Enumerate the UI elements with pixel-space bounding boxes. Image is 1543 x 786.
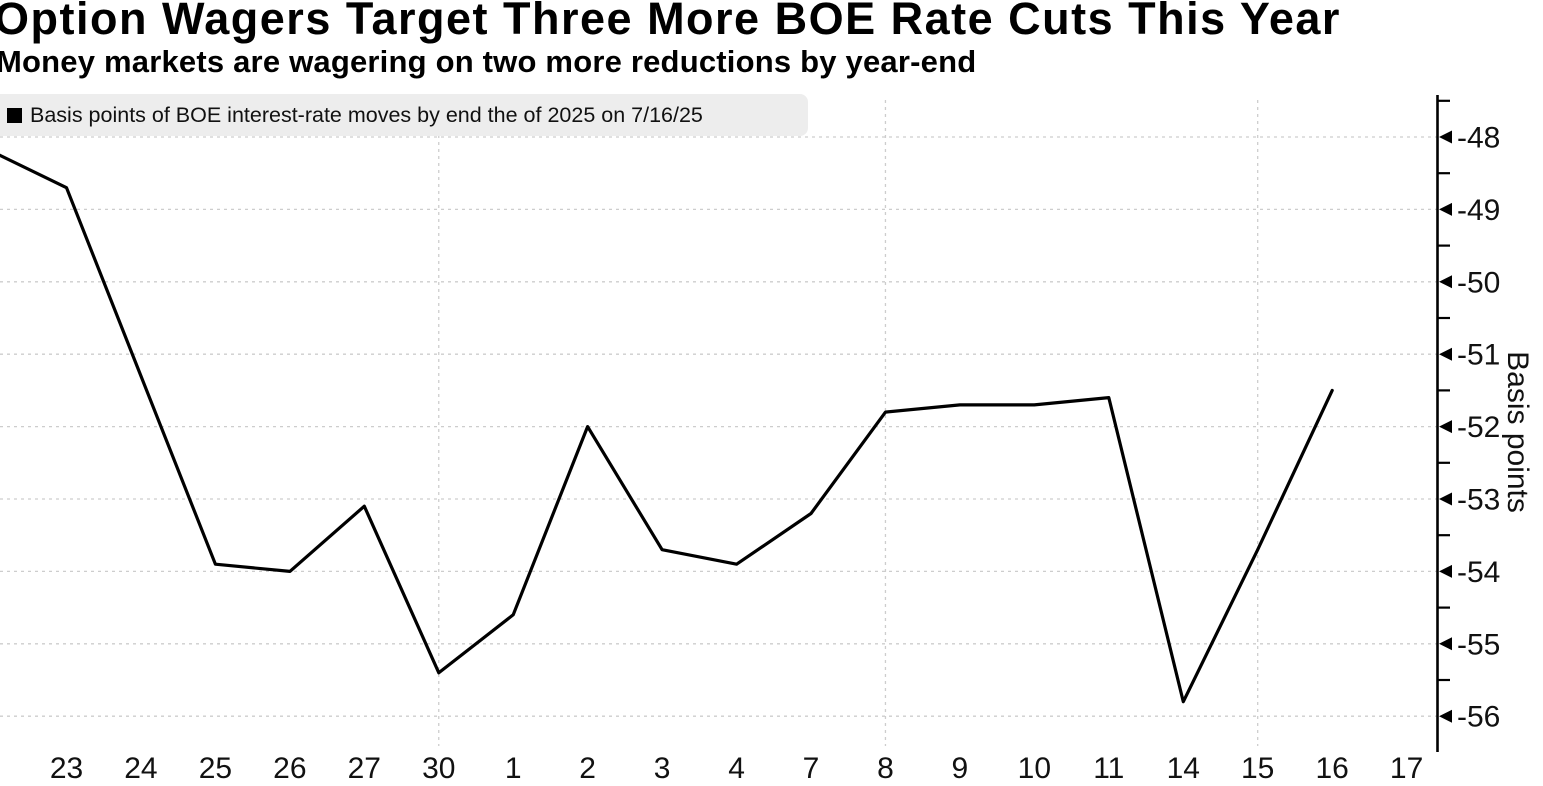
y-major-tick-arrow-icon: [1439, 130, 1452, 144]
y-tick-label: -48: [1457, 122, 1500, 155]
x-tick-label: 7: [803, 752, 820, 785]
y-major-tick-arrow-icon: [1439, 492, 1452, 506]
x-tick-label: 10: [1018, 752, 1051, 785]
x-tick-label: 30: [422, 752, 455, 785]
y-major-tick-arrow-icon: [1439, 275, 1452, 289]
x-tick-label: 24: [124, 752, 157, 785]
x-tick-label: 1: [505, 752, 522, 785]
page-title: Option Wagers Target Three More BOE Rate…: [0, 0, 1341, 44]
y-major-tick-arrow-icon: [1439, 420, 1452, 434]
x-tick-label: 16: [1315, 752, 1348, 785]
x-tick-label: 9: [952, 752, 969, 785]
x-tick-label: 23: [50, 752, 83, 785]
x-tick-label: 14: [1167, 752, 1200, 785]
y-major-tick-arrow-icon: [1439, 564, 1452, 578]
y-tick-label: -52: [1457, 411, 1500, 444]
series-line: [0, 153, 1334, 704]
legend-label: Basis points of BOE interest-rate moves …: [30, 102, 703, 127]
y-tick-label: -51: [1457, 339, 1500, 372]
x-tick-label: 17: [1390, 752, 1423, 785]
x-tick-label: 26: [273, 752, 306, 785]
y-major-tick-arrow-icon: [1439, 347, 1452, 361]
x-tick-label: 4: [728, 752, 745, 785]
x-tick-label: 27: [348, 752, 381, 785]
y-tick-label: -56: [1457, 701, 1500, 734]
x-tick-label: 8: [877, 752, 894, 785]
x-tick-label: 25: [199, 752, 232, 785]
y-axis-title: Basis points: [1501, 351, 1534, 513]
page-subtitle: Money markets are wagering on two more r…: [0, 44, 977, 79]
x-tick-label: 2: [579, 752, 596, 785]
y-major-tick-arrow-icon: [1439, 637, 1452, 651]
legend: Basis points of BOE interest-rate moves …: [0, 94, 808, 136]
y-tick-label: -55: [1457, 628, 1500, 661]
y-tick-label: -49: [1457, 194, 1500, 227]
x-tick-label: 15: [1241, 752, 1274, 785]
legend-swatch-icon: [7, 107, 22, 123]
y-major-tick-arrow-icon: [1439, 202, 1452, 216]
x-tick-label: 11: [1093, 752, 1124, 785]
x-tick-label: 3: [654, 752, 671, 785]
y-tick-label: -53: [1457, 484, 1500, 517]
y-tick-label: -50: [1457, 266, 1500, 299]
y-major-tick-arrow-icon: [1439, 709, 1452, 723]
y-tick-label: -54: [1457, 556, 1500, 589]
